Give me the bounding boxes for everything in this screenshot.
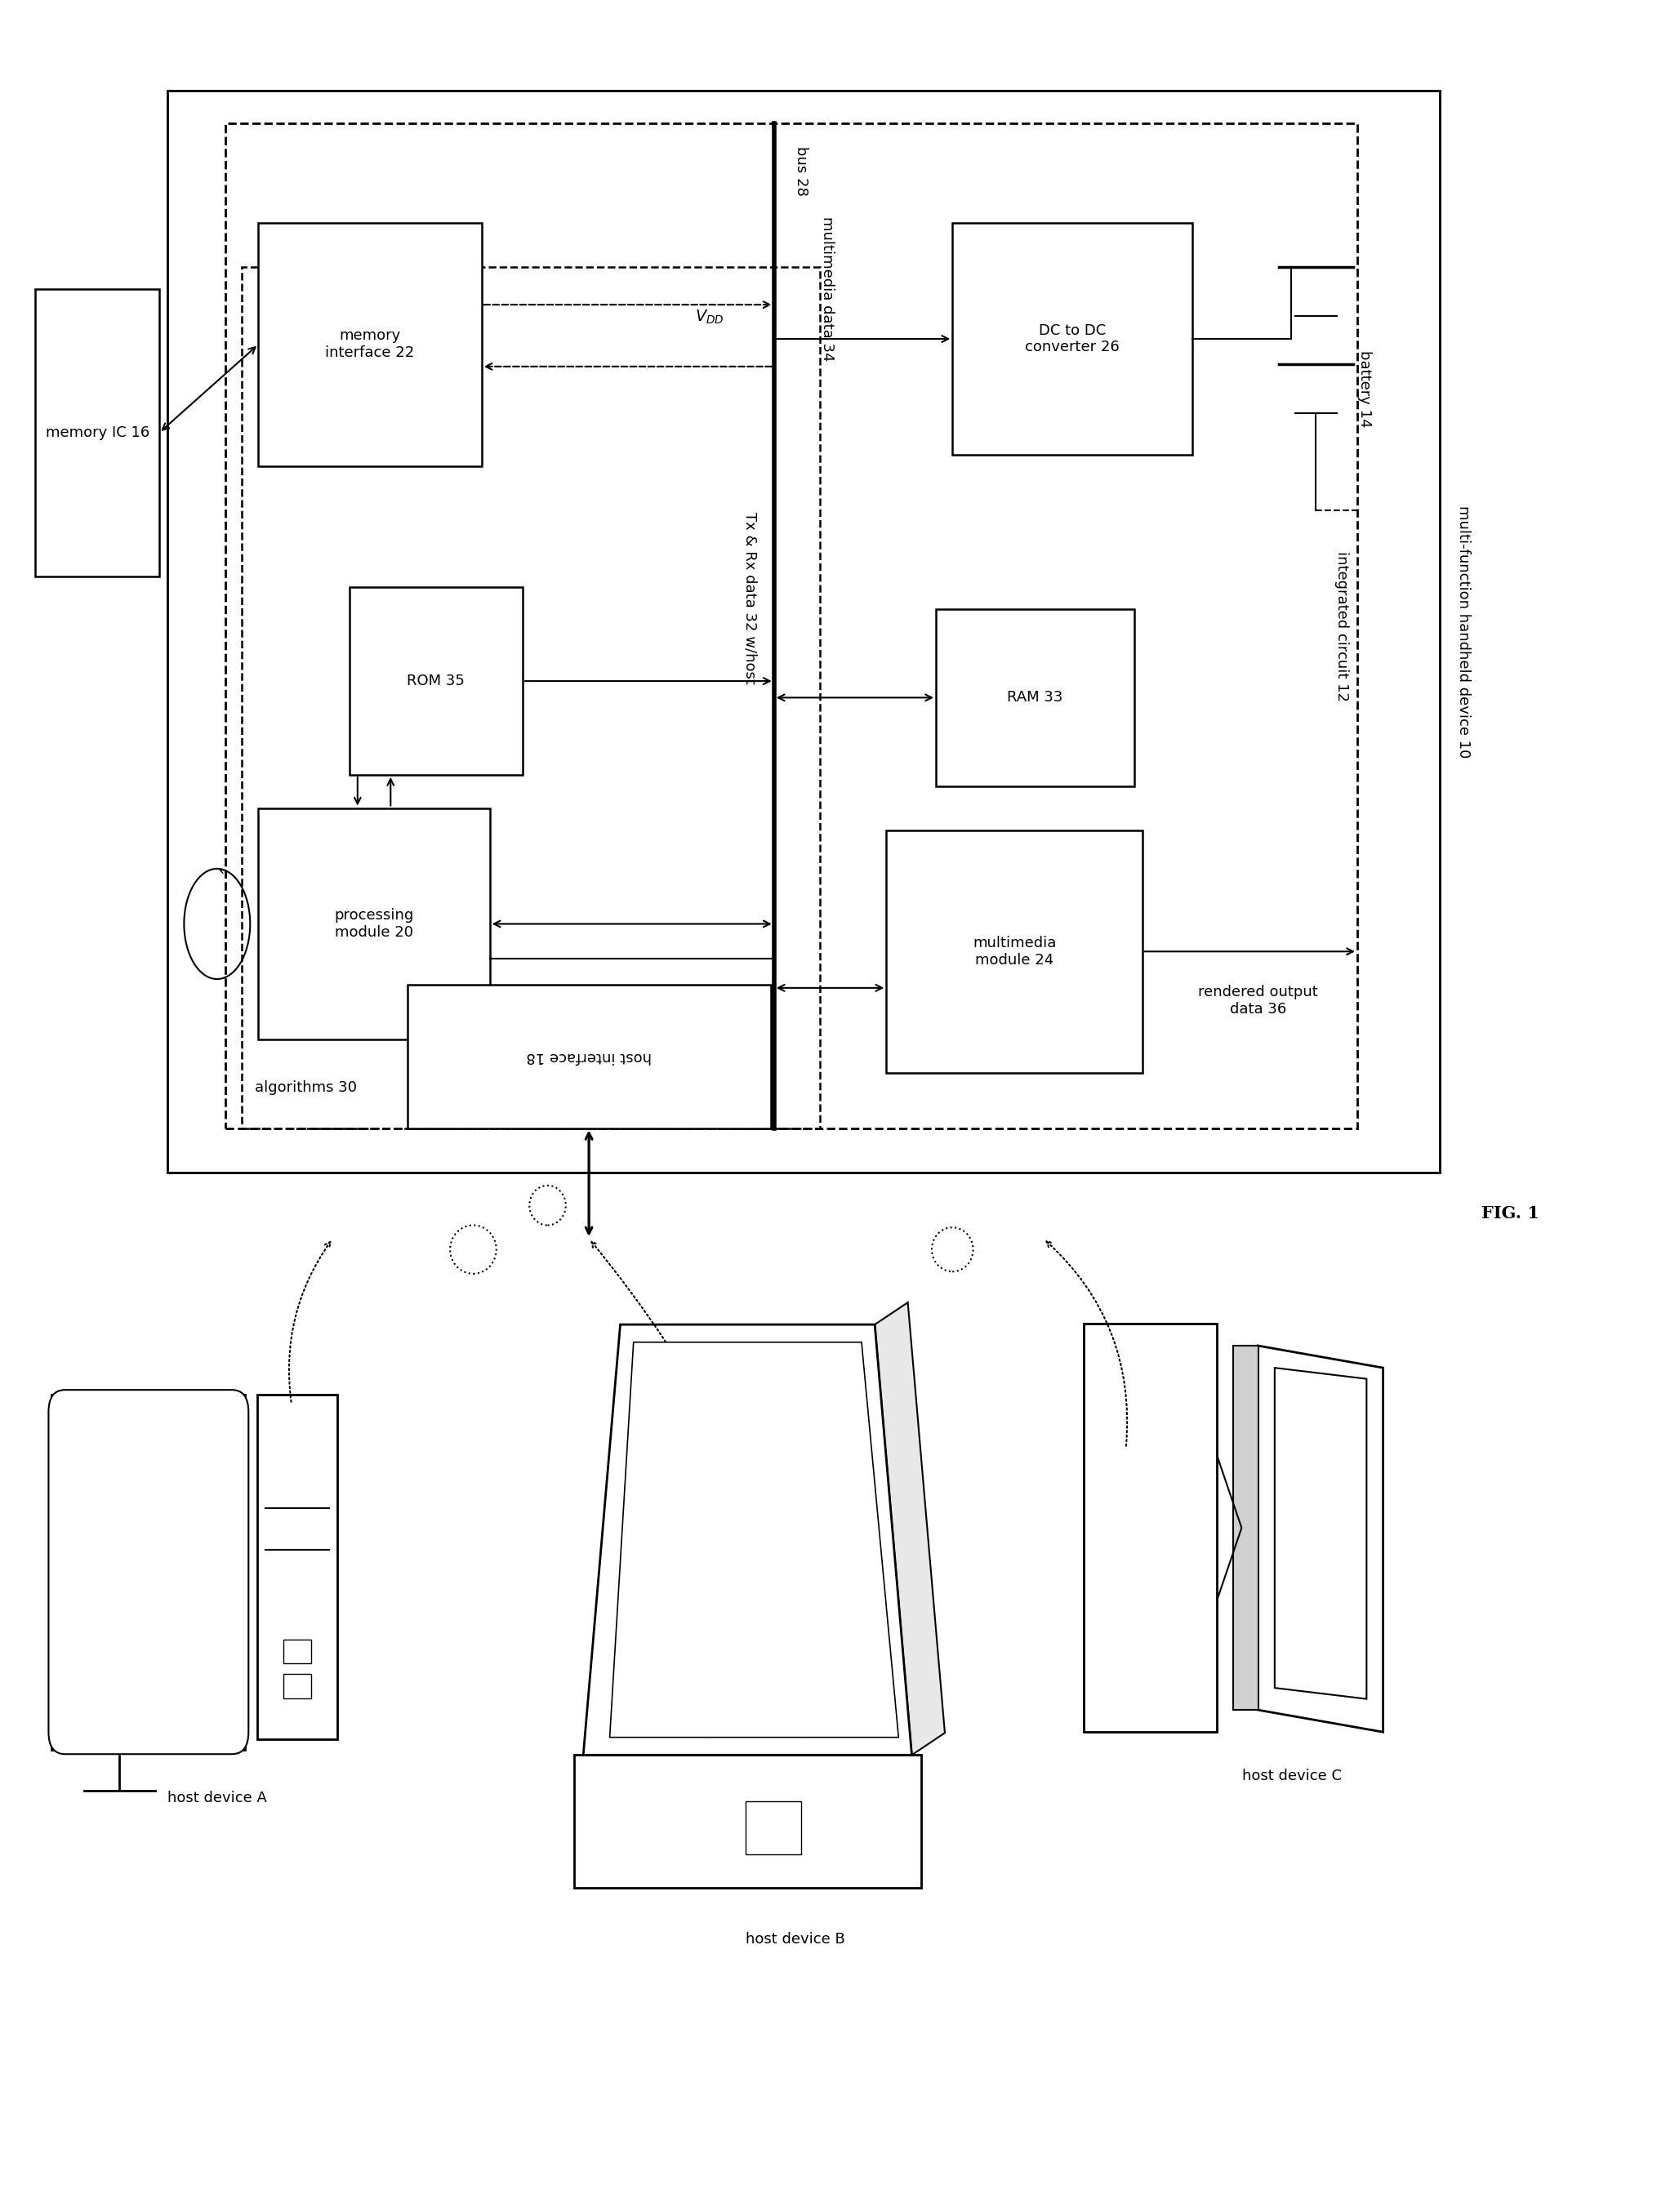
Text: $V_{DD}$: $V_{DD}$ [696, 307, 724, 325]
Text: DC to DC
converter 26: DC to DC converter 26 [1026, 323, 1120, 354]
Text: algorithms 30: algorithms 30 [255, 1079, 358, 1095]
FancyBboxPatch shape [283, 1639, 312, 1663]
Polygon shape [610, 1343, 898, 1736]
Text: rendered output
data 36: rendered output data 36 [1198, 984, 1317, 1015]
FancyBboxPatch shape [936, 608, 1133, 785]
Text: ROM 35: ROM 35 [408, 675, 466, 688]
Text: integrated circuit 12: integrated circuit 12 [1334, 551, 1349, 701]
Text: host device B: host device B [746, 1931, 845, 1947]
Text: multi-function handheld device 10: multi-function handheld device 10 [1457, 504, 1471, 759]
FancyBboxPatch shape [953, 223, 1191, 456]
Text: host device A: host device A [167, 1790, 267, 1805]
FancyBboxPatch shape [167, 91, 1440, 1172]
Text: bus 28: bus 28 [794, 146, 809, 195]
Polygon shape [1233, 1345, 1258, 1710]
Polygon shape [1274, 1367, 1367, 1699]
Text: Tx & Rx data 32 w/host: Tx & Rx data 32 w/host [742, 513, 757, 684]
Text: host interface 18: host interface 18 [527, 1048, 651, 1064]
Polygon shape [1258, 1345, 1384, 1732]
FancyBboxPatch shape [886, 830, 1142, 1073]
Text: memory
interface 22: memory interface 22 [325, 330, 414, 361]
FancyBboxPatch shape [35, 290, 159, 575]
FancyBboxPatch shape [48, 1389, 249, 1754]
FancyBboxPatch shape [257, 1394, 338, 1739]
FancyBboxPatch shape [51, 1394, 245, 1750]
Polygon shape [573, 1754, 921, 1887]
Text: multimedia data 34: multimedia data 34 [820, 217, 835, 363]
Polygon shape [583, 1325, 911, 1754]
Text: multimedia
module 24: multimedia module 24 [973, 936, 1056, 967]
FancyBboxPatch shape [408, 984, 771, 1128]
FancyBboxPatch shape [258, 807, 490, 1040]
Text: RAM 33: RAM 33 [1007, 690, 1064, 706]
FancyBboxPatch shape [283, 1674, 312, 1699]
FancyBboxPatch shape [746, 1801, 802, 1854]
Text: processing
module 20: processing module 20 [335, 909, 414, 940]
Text: battery 14: battery 14 [1357, 349, 1372, 427]
Polygon shape [1084, 1323, 1216, 1732]
FancyBboxPatch shape [258, 223, 482, 467]
FancyBboxPatch shape [350, 586, 524, 774]
Text: memory IC 16: memory IC 16 [45, 425, 149, 440]
Text: FIG. 1: FIG. 1 [1481, 1206, 1539, 1221]
Polygon shape [875, 1303, 944, 1754]
Text: host device C: host device C [1241, 1767, 1342, 1783]
